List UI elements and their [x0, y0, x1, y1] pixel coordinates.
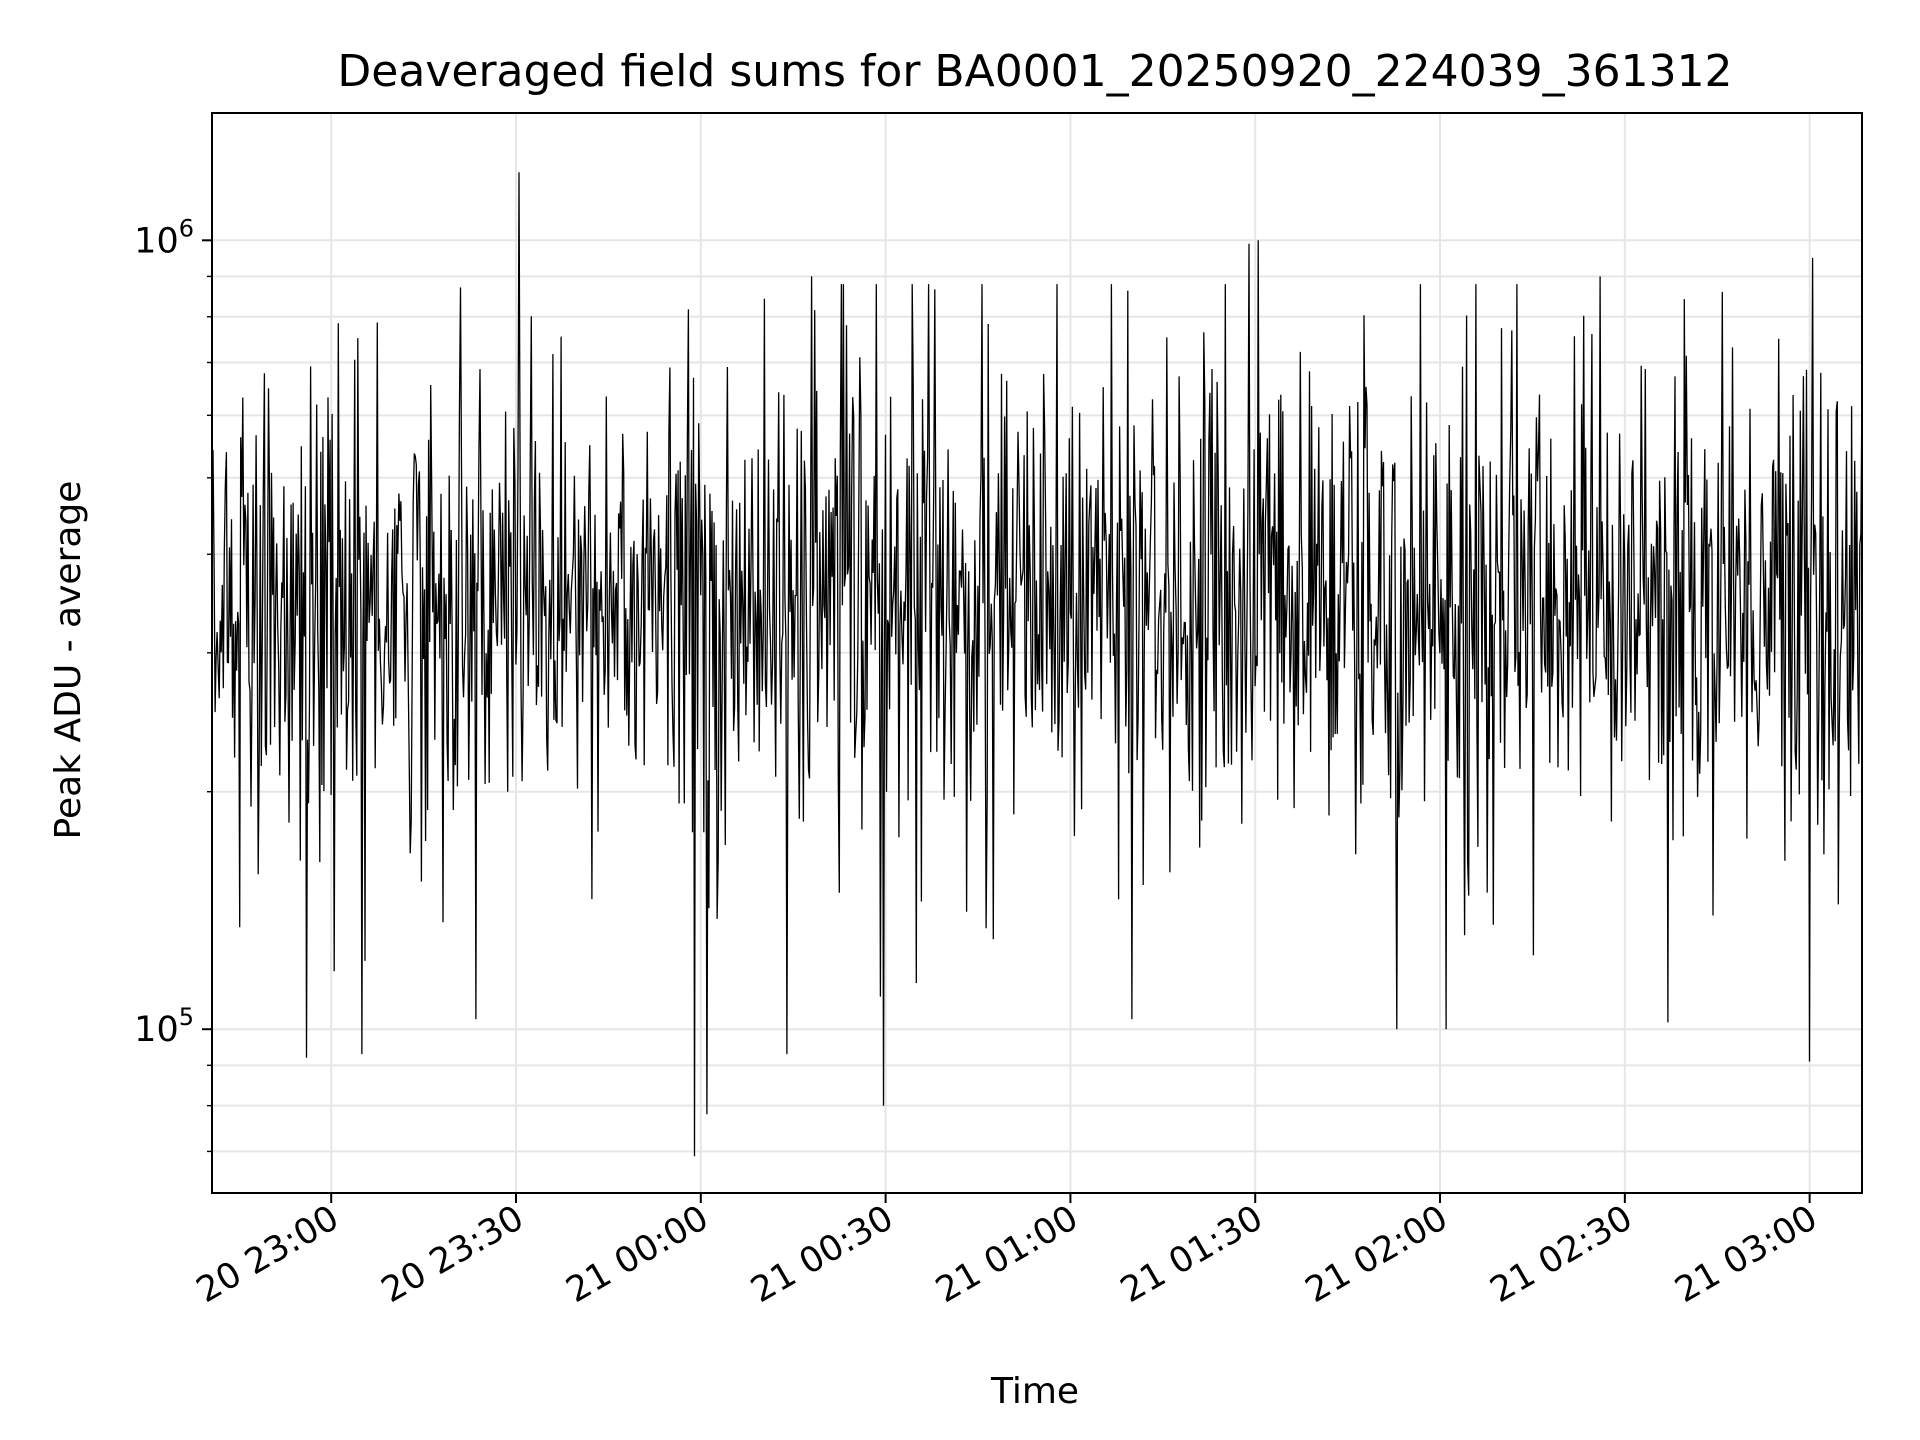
- y-tick-label: 105: [134, 1003, 194, 1050]
- y-axis-label: Peak ADU - average: [48, 481, 89, 840]
- x-axis-label: Time: [990, 1371, 1079, 1412]
- series-line: [211, 172, 1863, 1157]
- chart-title: Deaveraged field sums for BA0001_2025092…: [337, 46, 1732, 97]
- y-tick-exponent: 5: [179, 1003, 194, 1031]
- y-tick-base: 10: [134, 1010, 179, 1050]
- y-tick-exponent: 6: [179, 214, 194, 242]
- y-tick-base: 10: [134, 221, 179, 261]
- y-tick-label: 106: [134, 214, 194, 261]
